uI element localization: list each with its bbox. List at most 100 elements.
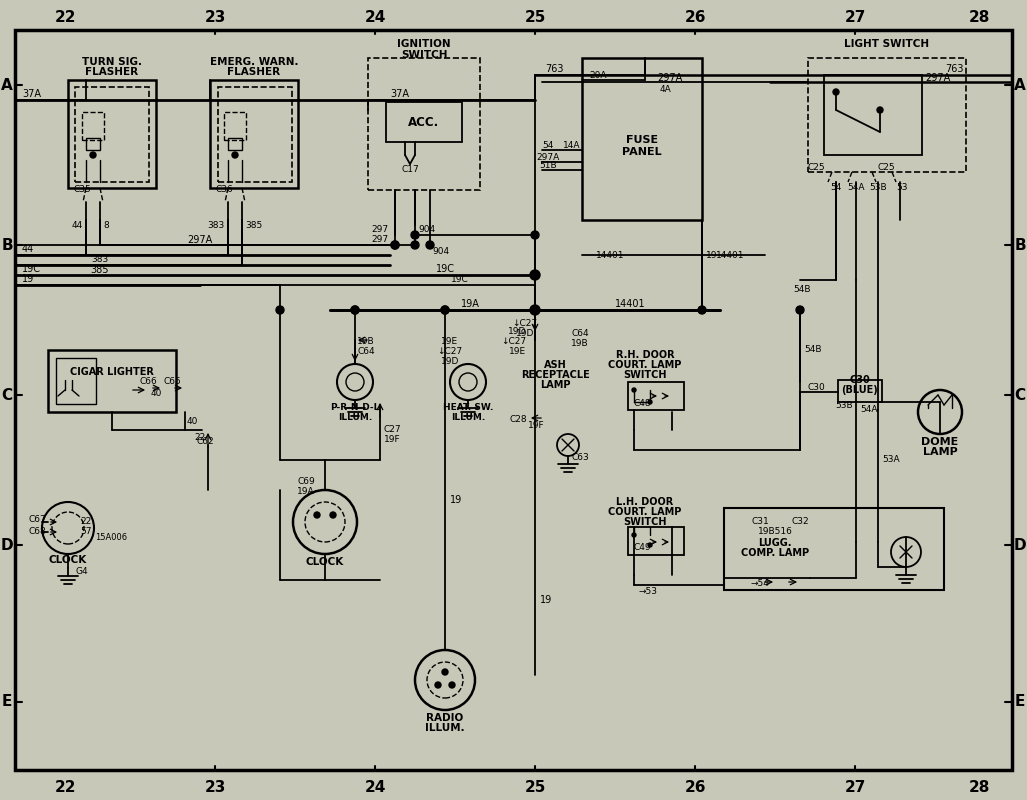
Text: 19: 19	[540, 595, 553, 605]
Bar	[82, 112, 104, 140]
Text: CLOCK: CLOCK	[306, 557, 344, 567]
Bar	[228, 138, 242, 150]
Text: 14401: 14401	[716, 250, 745, 259]
Text: 37A: 37A	[390, 89, 409, 99]
Bar	[56, 358, 96, 404]
Text: C30: C30	[807, 383, 825, 393]
Text: ILLUM.: ILLUM.	[338, 413, 372, 422]
Circle shape	[435, 682, 441, 688]
Text: DOME: DOME	[921, 437, 958, 447]
Text: 37A: 37A	[22, 89, 41, 99]
Circle shape	[441, 306, 449, 314]
Bar	[218, 87, 292, 182]
Text: SWITCH: SWITCH	[623, 370, 667, 380]
Bar	[724, 508, 944, 590]
Text: 19E: 19E	[442, 338, 459, 346]
Text: 383: 383	[91, 254, 109, 263]
Text: C62: C62	[196, 438, 214, 446]
Text: 15A006: 15A006	[96, 534, 127, 542]
Text: C25: C25	[877, 163, 895, 173]
Circle shape	[530, 270, 540, 280]
Text: C64: C64	[571, 330, 588, 338]
Circle shape	[632, 388, 636, 392]
Text: 40: 40	[187, 418, 198, 426]
Circle shape	[276, 306, 284, 314]
Text: 54A: 54A	[860, 406, 877, 414]
Circle shape	[391, 241, 400, 249]
Circle shape	[411, 241, 419, 249]
Text: LUGG.: LUGG.	[758, 538, 792, 548]
Text: 54: 54	[542, 142, 554, 150]
Circle shape	[796, 306, 804, 314]
Bar	[224, 112, 246, 140]
Text: C66: C66	[139, 378, 157, 386]
Text: C30: C30	[849, 375, 870, 385]
Text: 19D: 19D	[507, 327, 526, 337]
Text: 4A: 4A	[659, 86, 671, 94]
Circle shape	[648, 543, 652, 547]
Text: C65: C65	[163, 378, 181, 386]
Circle shape	[442, 669, 448, 675]
Text: C67: C67	[29, 515, 46, 525]
Text: FLASHER: FLASHER	[227, 67, 280, 77]
Text: 19C: 19C	[451, 274, 469, 283]
Text: C17: C17	[402, 165, 419, 174]
Text: IGNITION: IGNITION	[397, 39, 451, 49]
Text: 297A: 297A	[536, 153, 560, 162]
Text: HEAT. SW.: HEAT. SW.	[443, 403, 493, 413]
Text: 53: 53	[897, 182, 908, 191]
Text: C69: C69	[297, 478, 315, 486]
Bar	[386, 102, 462, 142]
Text: 904: 904	[418, 226, 435, 234]
Text: RECEPTACLE: RECEPTACLE	[521, 370, 589, 380]
Text: SWITCH: SWITCH	[401, 50, 447, 60]
Text: 40: 40	[150, 389, 161, 398]
Text: 19: 19	[706, 250, 718, 259]
Circle shape	[648, 400, 652, 404]
Text: B: B	[1015, 238, 1026, 253]
Text: 8: 8	[103, 221, 109, 230]
Text: C68: C68	[29, 527, 46, 537]
Text: EMERG. WARN.: EMERG. WARN.	[210, 57, 298, 67]
Text: →53: →53	[639, 586, 657, 595]
Text: 27: 27	[844, 781, 866, 795]
Text: LIGHT SWITCH: LIGHT SWITCH	[844, 39, 929, 49]
Text: 19F: 19F	[384, 435, 401, 445]
Text: C28: C28	[509, 415, 527, 425]
Circle shape	[531, 231, 539, 239]
Text: 53B: 53B	[835, 402, 852, 410]
Text: 19A: 19A	[460, 299, 480, 309]
Text: CLOCK: CLOCK	[49, 555, 87, 565]
Circle shape	[698, 306, 706, 314]
Text: RADIO: RADIO	[426, 713, 463, 723]
Text: SWITCH: SWITCH	[623, 517, 667, 527]
Text: C: C	[1015, 387, 1026, 402]
Text: 19B: 19B	[357, 338, 375, 346]
Text: 27: 27	[844, 10, 866, 25]
Text: P-R-N-D-L: P-R-N-D-L	[331, 403, 380, 413]
Text: 22: 22	[55, 781, 76, 795]
Text: 297A: 297A	[187, 235, 213, 245]
Bar	[627, 527, 684, 555]
Text: 22: 22	[55, 10, 76, 25]
Text: 14401: 14401	[615, 299, 645, 309]
Circle shape	[411, 231, 419, 239]
Text: 297: 297	[371, 235, 388, 245]
Text: 51B: 51B	[539, 162, 557, 170]
Circle shape	[530, 305, 540, 315]
Text: ↓C27: ↓C27	[512, 319, 537, 329]
Circle shape	[330, 512, 336, 518]
Text: 19: 19	[450, 495, 462, 505]
Text: 385: 385	[90, 265, 109, 275]
Text: A: A	[1, 78, 13, 93]
Text: 54B: 54B	[793, 286, 810, 294]
Text: LAMP: LAMP	[922, 447, 957, 457]
Text: 25: 25	[525, 781, 545, 795]
Text: ILLUM.: ILLUM.	[425, 723, 465, 733]
Circle shape	[232, 152, 238, 158]
Text: 23: 23	[204, 10, 226, 25]
Text: A: A	[1014, 78, 1026, 93]
Text: 385: 385	[245, 221, 262, 230]
Text: 28: 28	[968, 10, 990, 25]
Text: 763: 763	[545, 64, 564, 74]
